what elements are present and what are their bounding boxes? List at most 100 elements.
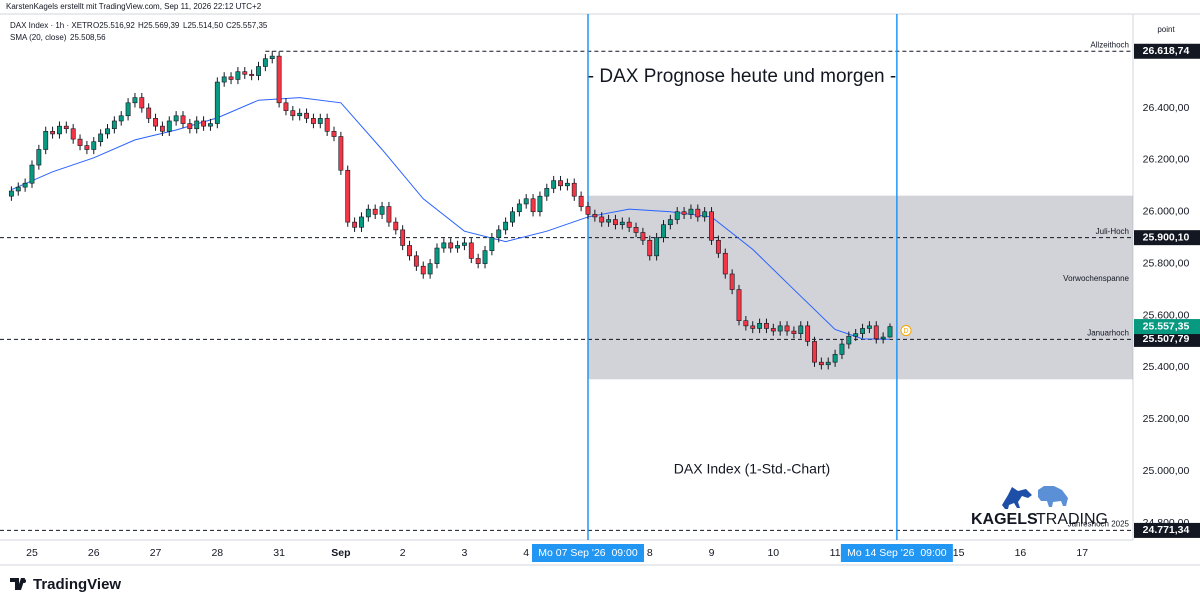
candle-body: [8, 190, 14, 197]
y-tick-label: 26.400,00: [1143, 102, 1190, 114]
x-tick-label: 9: [709, 547, 715, 559]
symbol: DAX Index · 1h · XETR: [10, 21, 93, 30]
candle-body: [29, 164, 35, 184]
level-tag-label: 24.771,34: [1143, 524, 1190, 536]
candle-body: [818, 361, 824, 366]
bull-icon: [1002, 487, 1032, 509]
y-tick-label: 25.000,00: [1143, 465, 1190, 477]
candle-body: [173, 115, 179, 122]
candle-body: [166, 120, 172, 132]
x-tick-label: Sep: [331, 547, 350, 559]
candle-body: [516, 203, 522, 213]
candle-body: [462, 242, 467, 246]
level-name: Allzeithoch: [1090, 40, 1129, 49]
candle-body: [372, 208, 378, 215]
candle-body: [599, 216, 605, 223]
candle-body: [221, 76, 227, 83]
candle-body: [413, 255, 419, 267]
candle-body: [860, 328, 865, 334]
candle-body: [825, 361, 831, 366]
sma-name: SMA (20, close): [10, 33, 67, 42]
x-tick-label: 28: [211, 547, 223, 559]
candle-body: [132, 97, 138, 104]
level-tag: [1134, 43, 1200, 59]
candle-body: [613, 219, 618, 226]
candle-body: [331, 131, 337, 137]
candle-body: [757, 322, 763, 329]
candle-body: [873, 325, 879, 340]
y-tick-label: 25.200,00: [1143, 413, 1190, 425]
candle-body: [585, 206, 591, 215]
x-tick-label: 26: [88, 547, 100, 559]
candle-body: [564, 182, 570, 187]
ohlc-low: L25.514,50: [183, 21, 224, 30]
candle-body: [407, 245, 412, 257]
candle-body: [544, 188, 550, 197]
x-tick-label: 16: [1015, 547, 1027, 559]
candle-body: [352, 221, 358, 228]
candle-body: [262, 58, 268, 67]
candle-body: [722, 252, 728, 275]
candle-body: [537, 195, 543, 213]
candle-body: [777, 325, 783, 332]
candle-body: [290, 110, 296, 117]
candle-body: [750, 325, 756, 329]
x-tick-label: 25: [26, 547, 38, 559]
candle-body: [84, 145, 90, 150]
ohlc-close: C25.557,35: [226, 21, 268, 30]
x-tick-label: 2: [400, 547, 406, 559]
candle-body: [681, 211, 687, 215]
y-tick-label: 25.800,00: [1143, 257, 1190, 269]
x-tick-label: 4: [523, 547, 529, 559]
candle-body: [448, 242, 454, 249]
last-price-tag: [1134, 319, 1200, 335]
range-box-label: Vorwochenspanne: [1063, 274, 1129, 283]
time-marker-label: Mo 14 Sep '26 09:00: [847, 547, 947, 559]
candle-body: [503, 221, 509, 231]
candle-body: [654, 237, 660, 257]
candle-body: [420, 265, 426, 275]
candle-body: [208, 123, 213, 127]
candle-body: [475, 258, 481, 264]
candle-body: [736, 289, 742, 321]
chart-title: - DAX Prognose heute und morgen -: [588, 66, 896, 87]
candle-body: [571, 182, 577, 197]
candle-body: [729, 273, 735, 290]
candle-body: [695, 208, 701, 218]
candle-body: [57, 125, 62, 135]
candle-body: [304, 112, 309, 119]
candle-body: [146, 107, 152, 119]
candle-body: [606, 219, 612, 223]
candle-body: [365, 208, 371, 218]
overlay: DAX Index · 1h · XETR O25.516,92 H25.569…: [10, 21, 1175, 593]
candle-body: [249, 73, 255, 76]
time-marker-tag: [840, 544, 953, 562]
candle-body: [578, 195, 584, 207]
candle-body: [434, 247, 440, 264]
candle-body: [276, 55, 282, 104]
candle-body: [105, 128, 110, 135]
candle-body: [640, 232, 646, 241]
candle-body: [201, 120, 207, 127]
candle-body: [812, 341, 817, 363]
x-tick-label: 3: [462, 547, 468, 559]
level-tag: [1134, 522, 1200, 538]
candle-body: [715, 239, 721, 254]
y-tick-label: 26.000,00: [1143, 206, 1190, 218]
x-tick-label: 27: [150, 547, 162, 559]
candle-body: [50, 131, 56, 135]
candle-body: [22, 182, 28, 188]
candle-body: [111, 120, 117, 130]
candle-body: [853, 333, 859, 337]
x-tick-label: 15: [953, 547, 965, 559]
time-marker-tag: [531, 544, 644, 562]
candle-body: [310, 118, 316, 124]
candle-body: [269, 55, 275, 60]
candle-body: [427, 263, 433, 275]
candle-body: [764, 322, 769, 329]
bear-icon: [1038, 486, 1068, 507]
candle-body: [15, 186, 21, 192]
candle-body: [709, 211, 714, 241]
